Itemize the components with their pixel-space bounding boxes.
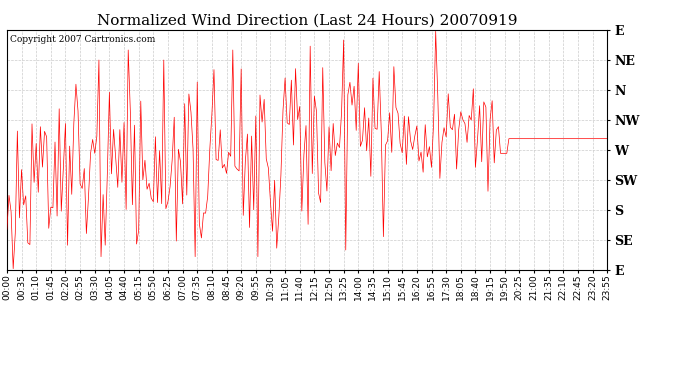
Title: Normalized Wind Direction (Last 24 Hours) 20070919: Normalized Wind Direction (Last 24 Hours… <box>97 13 518 27</box>
Text: Copyright 2007 Cartronics.com: Copyright 2007 Cartronics.com <box>10 35 155 44</box>
